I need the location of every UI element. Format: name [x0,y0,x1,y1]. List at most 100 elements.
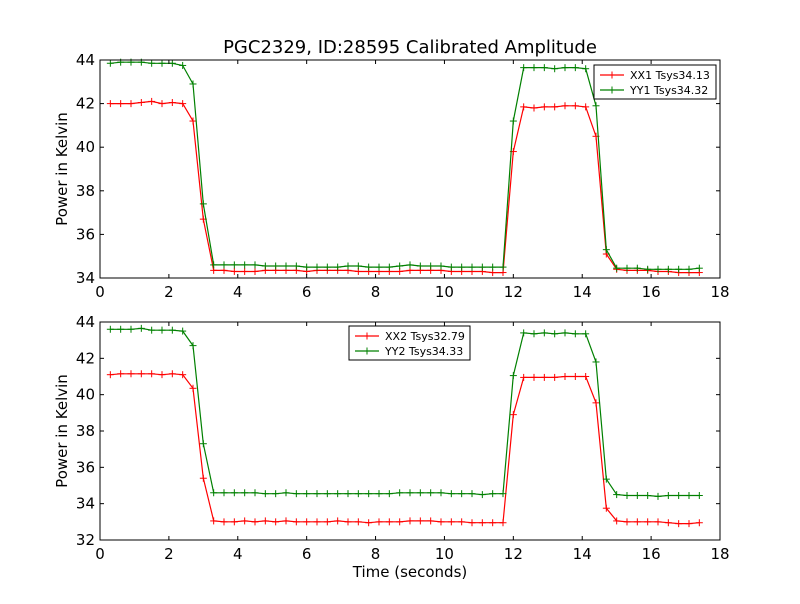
series-line [110,327,700,498]
x-tick-label: 14 [573,283,592,301]
data-point [220,489,228,497]
data-point [251,489,259,497]
y-tick-label: 32 [76,531,95,549]
data-point [210,261,218,269]
data-point [199,440,207,448]
data-point [561,102,569,110]
y-tick-label: 36 [76,225,95,243]
data-point [540,64,548,72]
data-point [158,59,166,67]
data-point [168,370,176,378]
data-point [633,491,641,499]
data-point [354,490,362,498]
data-point [520,103,528,111]
data-point [447,518,455,526]
data-point [613,517,621,525]
x-tick-label: 18 [710,545,729,563]
x-tick-label: 10 [435,545,454,563]
data-point [230,518,238,526]
data-point [644,491,652,499]
legend-box [593,64,717,100]
x-tick-label: 6 [302,283,312,301]
data-point [241,261,249,269]
data-point [148,59,156,67]
data-point [602,504,610,512]
data-point [437,518,445,526]
data-point [695,519,703,527]
data-point [323,490,331,498]
data-point [582,103,590,111]
data-point [241,267,249,275]
data-point [406,489,414,497]
data-point [437,489,445,497]
legend-label: XX1 Tsys34.13 [630,69,710,82]
data-point [623,491,631,499]
data-point [561,329,569,337]
data-point [282,489,290,497]
x-tick-label: 10 [435,283,454,301]
data-point [385,490,393,498]
legend-item: YY1 Tsys34.32 [600,84,708,97]
legend-item: XX2 Tsys32.79 [355,330,465,343]
x-tick-label: 18 [710,283,729,301]
data-point [478,263,486,271]
data-point [106,325,114,333]
data-point [396,262,404,270]
data-point [654,492,662,500]
data-point [509,372,517,380]
series-line [110,61,700,270]
data-point [571,102,579,110]
data-point [602,475,610,483]
data-point [106,371,114,379]
x-tick-label: 8 [371,283,381,301]
data-point [623,264,631,272]
data-point [458,518,466,526]
series-2 [106,324,703,500]
data-point [385,263,393,271]
data-point [127,100,135,108]
data-point [499,490,507,498]
data-point [489,263,497,271]
chart-panel-2: 0 2 4 6 8 10 12 14 16 18 32 34 36 38 40 42 44 Power in Ke… [53,313,730,581]
data-point [416,262,424,270]
y-tick-label: 36 [76,458,95,476]
data-point [106,100,114,108]
data-point [220,518,228,526]
chart-panel-1: 0 2 4 6 8 10 12 14 16 18 34 36 38 40 42 44 Power in Kelv… [53,51,730,301]
data-point [199,200,207,208]
data-point [644,265,652,273]
data-point [644,518,652,526]
data-point [582,65,590,73]
data-point [261,490,269,498]
data-point [695,264,703,272]
data-point [210,517,218,525]
data-point [520,373,528,381]
data-point [282,262,290,270]
y-tick-label: 42 [76,95,95,113]
data-point [664,491,672,499]
data-point [230,261,238,269]
data-point [530,64,538,72]
legend: XX2 Tsys32.79 YY2 Tsys34.33 [348,325,471,361]
data-point [303,518,311,526]
data-point [406,261,414,269]
data-point [272,490,280,498]
x-tick-label: 2 [164,545,174,563]
legend-item: YY2 Tsys34.33 [355,345,463,358]
data-point [344,490,352,498]
y-tick-label: 38 [76,182,95,200]
data-point [695,491,703,499]
data-point [685,491,693,499]
y-tick-label: 40 [76,138,95,156]
data-point [375,263,383,271]
axes-frame [99,59,721,279]
y-axis-label: Power in Kelvin [53,374,71,488]
data-point [365,519,373,527]
data-point [168,326,176,334]
data-point [540,373,548,381]
data-point [592,358,600,366]
data-point [664,265,672,273]
data-point [189,342,197,350]
